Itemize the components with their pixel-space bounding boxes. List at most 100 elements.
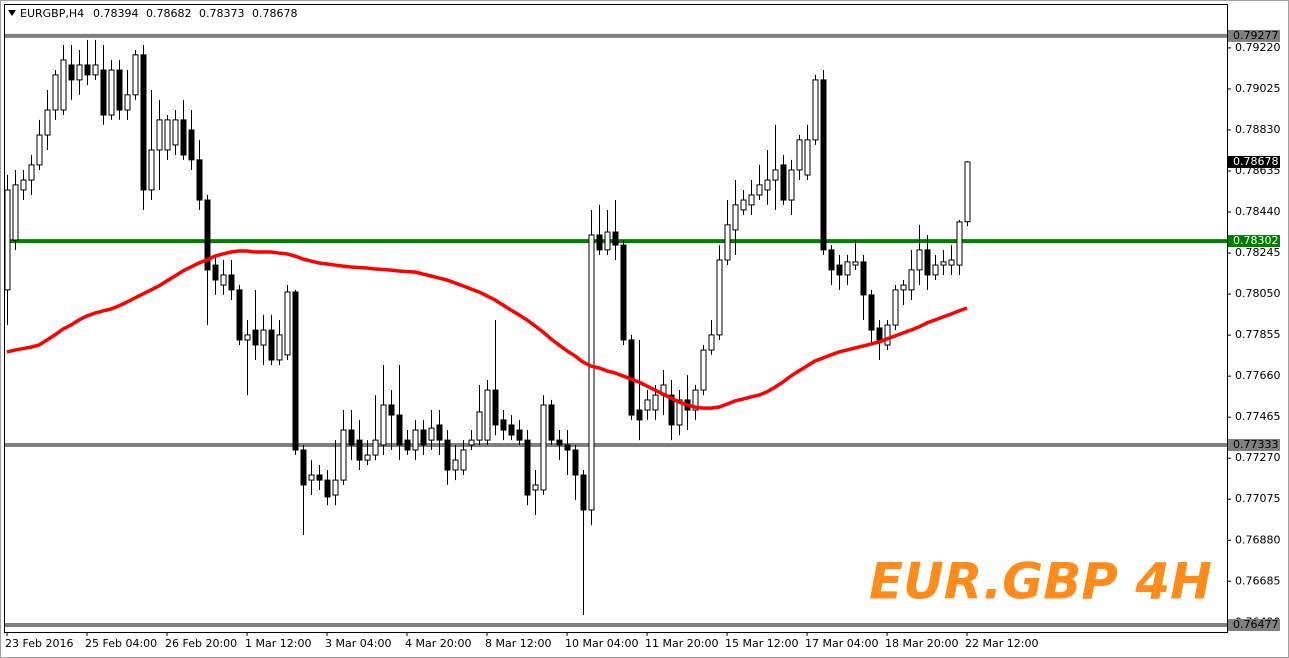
candle-body xyxy=(852,261,859,266)
y-tick-label: 0.76880 xyxy=(1235,533,1281,546)
candle-body xyxy=(380,404,387,446)
level-label-box xyxy=(1228,619,1280,632)
candle-body xyxy=(92,64,99,76)
candle-body xyxy=(732,204,739,231)
candle-body xyxy=(596,234,603,251)
candle-body xyxy=(524,439,531,496)
candle-body xyxy=(268,329,275,361)
x-tick-label: 25 Feb 04:00 xyxy=(85,637,157,650)
candle-body xyxy=(468,439,475,446)
collapse-icon[interactable] xyxy=(8,10,16,16)
level-label-box xyxy=(1228,29,1280,42)
candle-body xyxy=(12,184,19,241)
level-label-box xyxy=(1228,235,1280,248)
candle-body xyxy=(756,184,763,196)
y-tick-label: 0.77270 xyxy=(1235,451,1281,464)
x-tick-label: 3 Mar 04:00 xyxy=(325,637,391,650)
x-tick-label: 4 Mar 20:00 xyxy=(405,637,471,650)
candle-body xyxy=(908,269,915,291)
candle-body xyxy=(20,179,27,191)
candle-body xyxy=(804,139,811,176)
y-tick-label: 0.77465 xyxy=(1235,410,1281,423)
candle-body xyxy=(460,449,467,471)
candle-body xyxy=(796,139,803,171)
candle-body xyxy=(356,439,363,461)
candle-body xyxy=(188,129,195,161)
candle-body xyxy=(652,394,659,411)
candle-body xyxy=(84,64,91,76)
candle-body xyxy=(452,459,459,471)
candle-body xyxy=(404,439,411,451)
candle-body xyxy=(716,259,723,336)
candle-body xyxy=(636,409,643,421)
candle-body xyxy=(300,449,307,486)
plot-frame xyxy=(4,4,1228,633)
candle-body xyxy=(532,484,539,491)
candle-body xyxy=(508,424,515,436)
candle-body xyxy=(724,224,731,261)
watermark: EUR.GBP 4H xyxy=(869,553,1212,611)
candle-body xyxy=(332,479,339,496)
candle-body xyxy=(948,259,955,266)
candle-body xyxy=(788,169,795,201)
y-tick-label: 0.78050 xyxy=(1235,287,1281,300)
candle-body xyxy=(556,439,563,446)
candle-body xyxy=(580,474,587,511)
candle-body xyxy=(676,399,683,426)
candle-body xyxy=(708,334,715,351)
y-tick-label: 0.79025 xyxy=(1235,82,1281,95)
y-tick-label: 0.78245 xyxy=(1235,246,1281,259)
price-label-box xyxy=(1228,155,1280,168)
candle-body xyxy=(916,249,923,271)
candle-body xyxy=(844,261,851,276)
level-label: 0.79277 xyxy=(1233,29,1279,42)
candle-body xyxy=(940,261,947,266)
candle-body xyxy=(740,199,747,211)
candle-body xyxy=(572,449,579,476)
candle-body xyxy=(292,291,299,451)
high-value: 0.78682 xyxy=(146,7,192,20)
candle-body xyxy=(428,427,435,441)
candle-body xyxy=(44,109,51,136)
y-tick-label: 0.78440 xyxy=(1235,205,1281,218)
candle-body xyxy=(412,429,419,451)
candle-body xyxy=(700,349,707,391)
candle-body xyxy=(60,59,67,111)
candle-body xyxy=(932,264,939,276)
candle-body xyxy=(668,394,675,426)
candle-body xyxy=(52,74,59,111)
candle-body xyxy=(324,479,331,498)
candle-body xyxy=(396,414,403,446)
candle-body xyxy=(372,439,379,456)
y-tick-label: 0.76685 xyxy=(1235,574,1281,587)
candle-body xyxy=(172,119,179,146)
candle-body xyxy=(764,179,771,191)
candle-body xyxy=(604,231,611,251)
candle-body xyxy=(180,119,187,156)
candle-body xyxy=(140,54,147,191)
symbol-label: EURGBP,H4 xyxy=(20,7,84,20)
y-tick-label: 0.78830 xyxy=(1235,123,1281,136)
candle-body xyxy=(116,69,123,111)
candle-body xyxy=(212,264,219,281)
open-value: 0.78394 xyxy=(93,7,139,20)
candle-body xyxy=(4,189,11,291)
candle-body xyxy=(956,221,963,266)
x-tick-label: 23 Feb 2016 xyxy=(5,637,73,650)
candle-body xyxy=(884,324,891,346)
candle-body xyxy=(828,249,835,271)
level-label-box xyxy=(1228,438,1280,451)
close-value: 0.78678 xyxy=(252,7,298,20)
candle-body xyxy=(476,411,483,441)
candle-body xyxy=(68,64,75,81)
candle-body xyxy=(924,249,931,276)
candle-body xyxy=(860,261,867,296)
candle-body xyxy=(308,474,315,481)
x-tick-label: 26 Feb 20:00 xyxy=(165,637,237,650)
price-label: 0.78678 xyxy=(1233,155,1279,168)
level-label: 0.77333 xyxy=(1233,438,1279,451)
y-tick-label: 0.77075 xyxy=(1235,492,1281,505)
y-tick-label: 0.79220 xyxy=(1235,41,1281,54)
candle-body xyxy=(564,444,571,451)
